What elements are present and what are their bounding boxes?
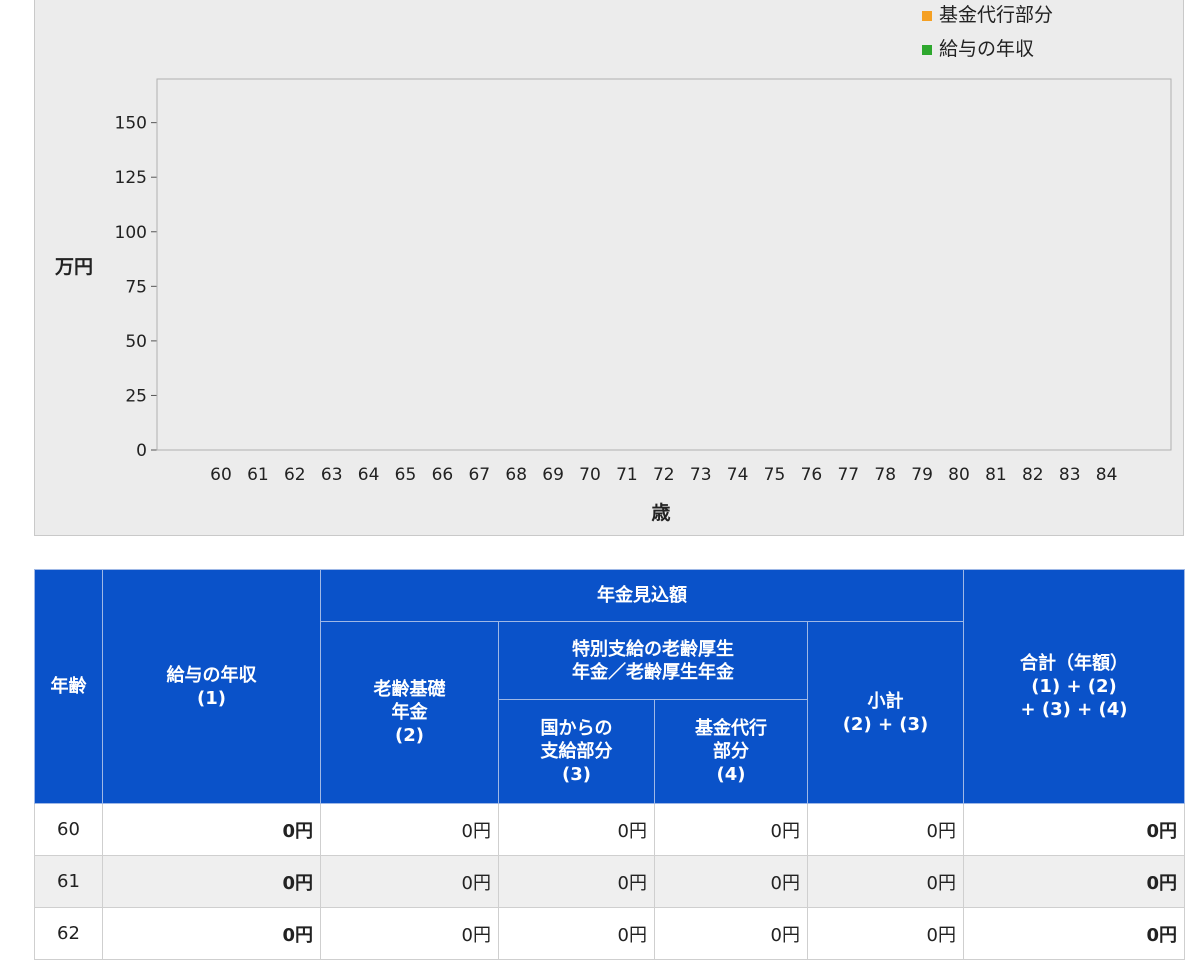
y-tick-label: 50 xyxy=(125,332,147,352)
y-tick-label: 100 xyxy=(115,223,147,243)
cell-fund-part: 0円 xyxy=(654,855,808,908)
table-row: 61 0円 0円 0円 0円 0円 0円 xyxy=(34,855,1185,908)
header-pension-estimate: 年金見込額 xyxy=(320,569,964,622)
x-tick-label: 60 xyxy=(210,465,232,485)
pension-chart-panel: 基金代行部分 給与の年収 0 25 50 75 100 125 150 60 61 62 63 64 65… xyxy=(34,0,1184,536)
x-tick-label: 66 xyxy=(432,465,454,485)
header-special-pension: 特別支給の老齢厚生 年金／老齢厚生年金 xyxy=(498,621,808,700)
x-tick-label: 69 xyxy=(542,465,564,485)
pension-table: 年齢 給与の年収 (1) 年金見込額 合計（年額） (1) + (2) + (3… xyxy=(34,569,1185,960)
cell-subtotal: 0円 xyxy=(807,803,964,856)
cell-total: 0円 xyxy=(963,907,1185,960)
cell-fund-part: 0円 xyxy=(654,907,808,960)
header-basic-pension: 老齢基礎 年金 (2) xyxy=(320,621,499,804)
cell-fund-part: 0円 xyxy=(654,803,808,856)
x-tick-label: 68 xyxy=(505,465,527,485)
legend-swatch xyxy=(922,45,932,55)
header-fund-part: 基金代行 部分 (4) xyxy=(654,699,808,804)
cell-national-part: 0円 xyxy=(498,803,655,856)
cell-salary: 0円 xyxy=(102,907,321,960)
x-tick-label: 62 xyxy=(284,465,306,485)
cell-age: 60 xyxy=(34,803,103,856)
x-tick-label: 65 xyxy=(395,465,417,485)
cell-subtotal: 0円 xyxy=(807,907,964,960)
cell-basic-pension: 0円 xyxy=(320,855,499,908)
y-tick-label: 150 xyxy=(115,114,147,134)
cell-salary: 0円 xyxy=(102,803,321,856)
x-tick-label: 71 xyxy=(616,465,638,485)
cell-basic-pension: 0円 xyxy=(320,803,499,856)
x-tick-label: 82 xyxy=(1022,465,1044,485)
legend-label: 給与の年収 xyxy=(939,38,1034,60)
y-tick-label: 125 xyxy=(115,168,147,188)
x-tick-label: 79 xyxy=(911,465,933,485)
table-row: 60 0円 0円 0円 0円 0円 0円 xyxy=(34,803,1185,856)
legend-swatch xyxy=(922,11,932,21)
x-tick-label: 83 xyxy=(1059,465,1081,485)
x-axis-title: 歳 xyxy=(651,502,670,524)
y-tick-label: 75 xyxy=(125,277,147,297)
table-row: 62 0円 0円 0円 0円 0円 0円 xyxy=(34,907,1185,960)
header-age: 年齢 xyxy=(34,569,103,804)
y-tick-label: 0 xyxy=(136,441,147,461)
cell-age: 62 xyxy=(34,907,103,960)
x-tick-label: 77 xyxy=(837,465,859,485)
cell-national-part: 0円 xyxy=(498,855,655,908)
cell-subtotal: 0円 xyxy=(807,855,964,908)
cell-national-part: 0円 xyxy=(498,907,655,960)
cell-total: 0円 xyxy=(963,855,1185,908)
y-tick-label: 25 xyxy=(125,386,147,406)
x-tick-label: 73 xyxy=(690,465,712,485)
header-salary: 給与の年収 (1) xyxy=(102,569,321,804)
x-tick-label: 72 xyxy=(653,465,675,485)
x-tick-label: 81 xyxy=(985,465,1007,485)
cell-age: 61 xyxy=(34,855,103,908)
x-tick-label: 75 xyxy=(764,465,786,485)
cell-salary: 0円 xyxy=(102,855,321,908)
x-tick-label: 76 xyxy=(801,465,823,485)
x-tick-label: 61 xyxy=(247,465,269,485)
x-tick-label: 78 xyxy=(874,465,896,485)
x-tick-label: 63 xyxy=(321,465,343,485)
header-total: 合計（年額） (1) + (2) + (3) + (4) xyxy=(963,569,1185,804)
header-national-part: 国からの 支給部分 (3) xyxy=(498,699,655,804)
x-tick-label: 84 xyxy=(1096,465,1118,485)
x-tick-label: 80 xyxy=(948,465,970,485)
x-tick-label: 74 xyxy=(727,465,749,485)
legend-label: 基金代行部分 xyxy=(939,4,1053,26)
header-subtotal: 小計 (2) + (3) xyxy=(807,621,964,804)
x-tick-label: 70 xyxy=(579,465,601,485)
cell-basic-pension: 0円 xyxy=(320,907,499,960)
x-tick-label: 67 xyxy=(468,465,490,485)
y-axis-title: 万円 xyxy=(54,256,93,278)
x-tick-label: 64 xyxy=(358,465,380,485)
cell-total: 0円 xyxy=(963,803,1185,856)
